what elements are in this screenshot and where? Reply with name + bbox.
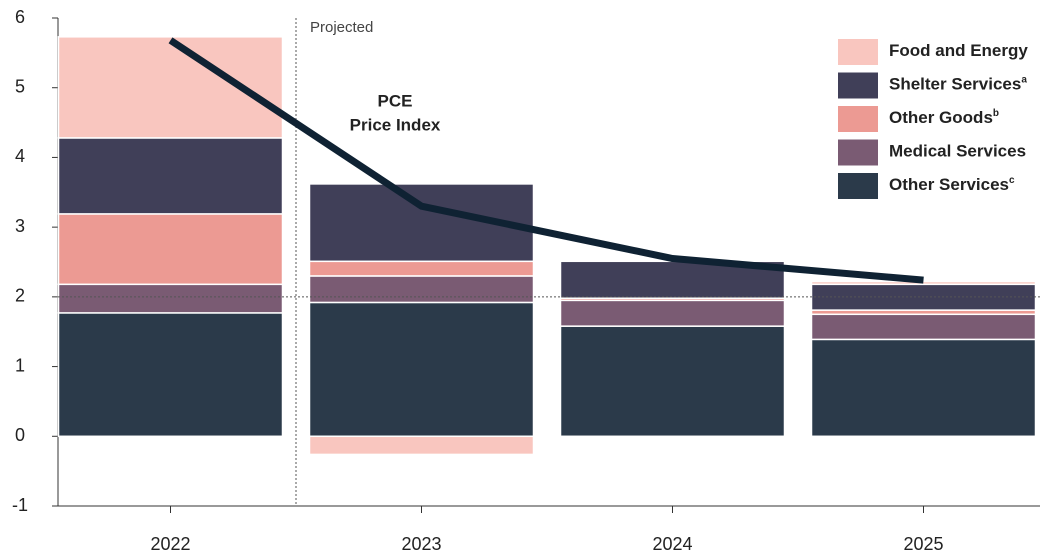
legend-name: Food and Energy [889, 41, 1028, 60]
bar-segment [559, 299, 786, 327]
bar-segment [57, 213, 284, 286]
legend-name: Shelter Services [889, 75, 1021, 94]
y-tick-label: 5 [15, 76, 25, 96]
legend-label: Other Goodsb [889, 108, 999, 128]
legend-swatch [838, 106, 878, 132]
bar-segment [810, 313, 1037, 341]
legend-note: a [1021, 74, 1027, 85]
y-tick-label: 0 [15, 425, 25, 445]
x-tick-label: 2024 [652, 534, 692, 554]
y-tick-label: -1 [12, 495, 28, 515]
bar-segment [810, 338, 1037, 438]
bar-segment [308, 435, 535, 456]
bar-segment [57, 137, 284, 215]
projected-label: Projected [310, 19, 373, 36]
legend-note: b [993, 108, 999, 119]
legend-label: Other Servicesc [889, 175, 1015, 195]
bar-segment [57, 283, 284, 314]
legend-swatch [838, 173, 878, 199]
legend-name: Medical Services [889, 142, 1026, 161]
legend-name: Other Goods [889, 108, 993, 127]
legend-label: Food and Energy [889, 41, 1028, 60]
pce-line [168, 37, 924, 284]
legend-name: Other Services [889, 175, 1009, 194]
y-tick-label: 6 [15, 7, 25, 27]
bar-segment [57, 36, 284, 139]
legend-label: Shelter Servicesa [889, 74, 1027, 94]
bar-segment [308, 301, 535, 438]
bar-segment [308, 275, 535, 304]
y-tick-label: 2 [15, 286, 25, 306]
bar-segment [810, 280, 1037, 286]
x-tick-label: 2022 [150, 534, 190, 554]
line-label: PCE [378, 91, 413, 110]
x-tick-label: 2023 [401, 534, 441, 554]
y-tick-label: 1 [15, 355, 25, 375]
y-tick-label: 4 [15, 146, 25, 166]
legend-label: Medical Services [889, 142, 1026, 161]
bar-segment [559, 325, 786, 438]
legend-swatch [838, 139, 878, 166]
bar-segment [308, 260, 535, 277]
legend-swatch [838, 72, 878, 99]
legend-swatch [838, 39, 878, 65]
legend-note: c [1009, 175, 1015, 186]
bar-segment [57, 312, 284, 438]
line-label: Price Index [350, 115, 441, 134]
x-tick-label: 2025 [903, 534, 943, 554]
y-tick-label: 3 [15, 216, 25, 236]
